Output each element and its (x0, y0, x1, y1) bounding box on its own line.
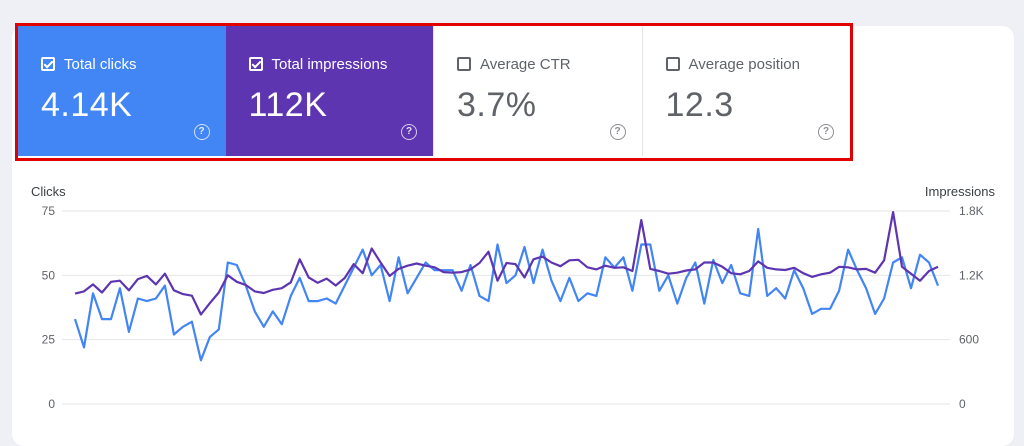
help-icon[interactable]: ? (401, 124, 417, 140)
metric-label: Total clicks (64, 55, 137, 73)
y-axis-right-title: Impressions (924, 184, 995, 199)
y-tick-right: 600 (959, 333, 979, 347)
y-tick-left: 25 (42, 333, 56, 347)
help-icon[interactable]: ? (818, 124, 834, 140)
metric-header: Total clicks (41, 54, 226, 74)
metric-header: Average position (665, 54, 851, 74)
help-icon[interactable]: ? (193, 124, 210, 140)
metric-tabs: Total clicks 4.14K ? Total impressions 1… (18, 26, 850, 156)
metric-label: Average position (688, 55, 800, 73)
metric-value: 112K (248, 86, 328, 124)
series-line-impressions[interactable] (74, 211, 939, 316)
help-icon[interactable]: ? (609, 124, 626, 140)
metric-value: 4.14K (41, 86, 133, 124)
metric-label: Average CTR (480, 55, 571, 73)
metric-value: 3.7% (457, 86, 537, 124)
y-tick-left: 50 (42, 268, 56, 282)
checkbox-icon[interactable] (457, 57, 471, 71)
y-tick-right: 1.2K (959, 268, 984, 282)
metric-header: Total impressions (248, 54, 434, 74)
y-tick-right: 1.8K (959, 204, 984, 218)
series-line-clicks[interactable] (73, 227, 940, 362)
performance-chart: 75 1.8K 50 1.2K 25 600 0 0 (42, 204, 984, 411)
checkbox-icon[interactable] (41, 57, 55, 71)
y-tick-left: 0 (48, 397, 55, 411)
checkbox-icon[interactable] (665, 57, 680, 71)
y-tick-right: 0 (959, 397, 966, 411)
metric-value: 12.3 (665, 86, 734, 124)
y-tick-left: 75 (42, 204, 56, 218)
y-axis-left-title: Clicks (31, 184, 66, 199)
metric-label: Total impressions (271, 55, 388, 73)
metric-tab-average-position[interactable]: Average position 12.3 ? (641, 26, 851, 156)
metric-tab-average-ctr[interactable]: Average CTR 3.7% ? (433, 26, 642, 156)
checkbox-icon[interactable] (248, 57, 263, 71)
metric-header: Average CTR (457, 54, 642, 74)
metric-tab-total-impressions[interactable]: Total impressions 112K ? (225, 26, 434, 156)
metric-tab-total-clicks[interactable]: Total clicks 4.14K ? (18, 26, 226, 156)
